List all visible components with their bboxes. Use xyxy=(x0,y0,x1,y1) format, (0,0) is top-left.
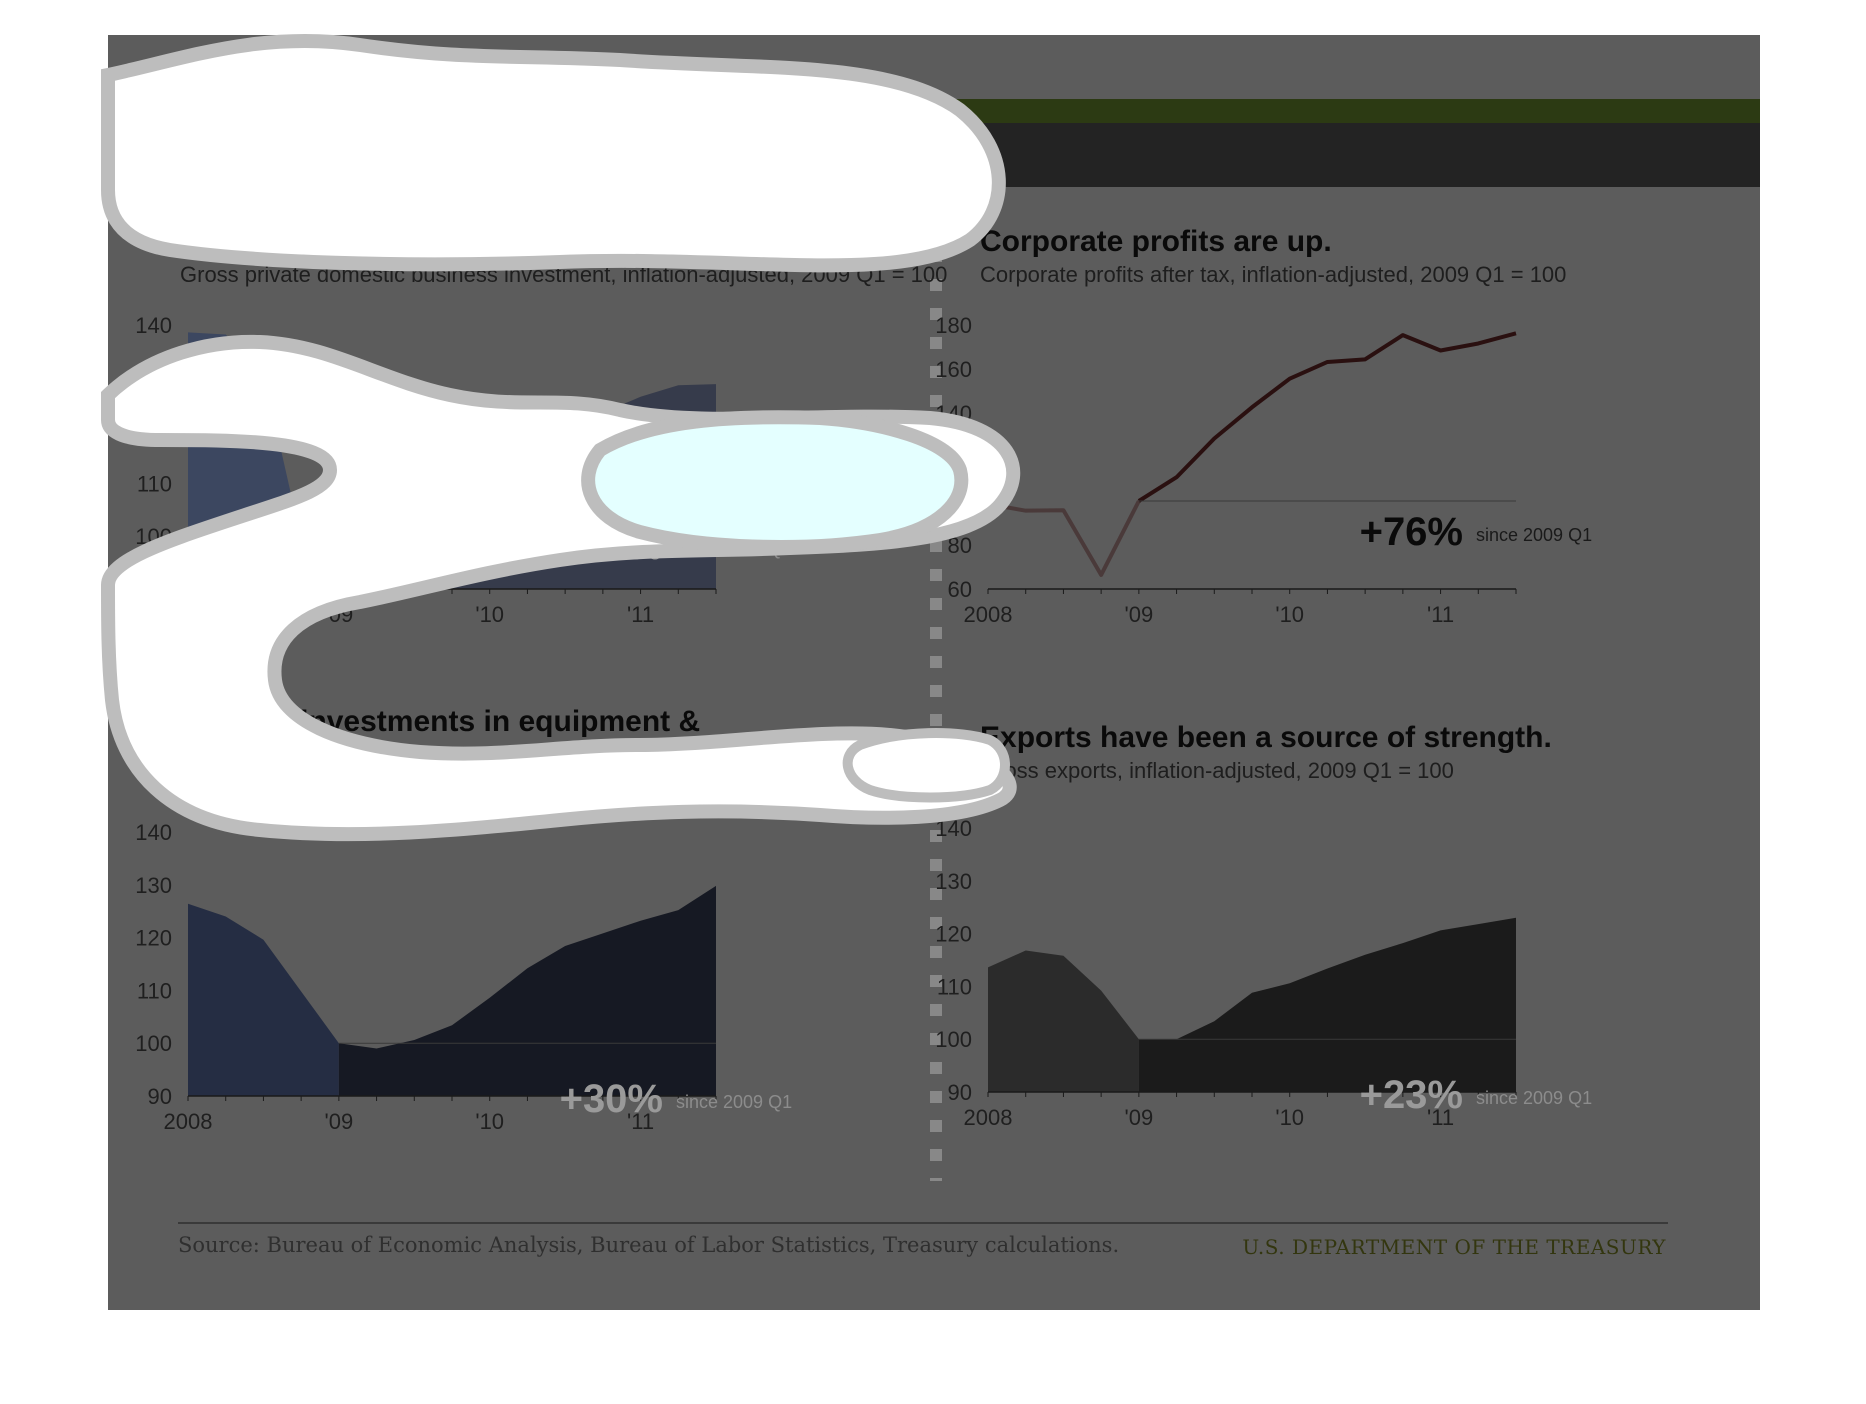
x-tick-label: 2008 xyxy=(964,1105,1013,1130)
line-series-pre-2009 xyxy=(987,500,1141,577)
x-tick-label: 2008 xyxy=(164,1109,213,1134)
x-tick-label: '09 xyxy=(325,602,354,627)
panel-title: Overall business investment is growing..… xyxy=(180,225,771,258)
y-tick-label: 110 xyxy=(137,978,172,1003)
x-tick-label: '10 xyxy=(475,1109,504,1134)
y-tick-label: 120 xyxy=(135,926,172,951)
y-tick-label: 140 xyxy=(135,313,172,338)
area-series-pre-2009 xyxy=(188,903,339,1096)
callout-note: since 2009 Q1 xyxy=(1476,525,1592,545)
slide: The Economy 3 Economic Growth III Overall… xyxy=(108,35,1760,1310)
x-tick-label: '10 xyxy=(475,602,504,627)
area-series-pre-2009 xyxy=(988,950,1139,1092)
y-tick-label: 160 xyxy=(935,357,972,382)
y-tick-label: 130 xyxy=(935,869,972,894)
y-tick-label: 80 xyxy=(948,533,972,558)
panel-business-investment: Overall business investment is growing..… xyxy=(180,223,948,289)
panel-subtitle: Gross private domestic business investme… xyxy=(180,262,948,287)
footer-rule xyxy=(178,1222,1668,1224)
section-band-dark xyxy=(938,99,1760,123)
x-tick-label: '11 xyxy=(627,1109,654,1134)
title-bar-dark xyxy=(938,123,1760,187)
y-tick-label: 90 xyxy=(948,1080,972,1105)
y-tick-label: 180 xyxy=(935,313,972,338)
y-tick-label: 100 xyxy=(935,489,972,514)
y-tick-label: 130 xyxy=(135,366,172,391)
panel-exports: Exports have been a source of strength. … xyxy=(980,719,1720,785)
slide-number: 3 xyxy=(180,126,206,178)
panel-title: ...as are investments in equipment & sof… xyxy=(180,705,701,776)
x-tick-label: 2008 xyxy=(964,602,1013,627)
x-tick-label: '11 xyxy=(1427,602,1454,627)
callout-note: since 2009 Q1 xyxy=(676,539,792,559)
callout-value: +23% xyxy=(1360,1073,1463,1117)
x-tick-label: 2008 xyxy=(164,602,213,627)
y-tick-label: 110 xyxy=(137,471,172,496)
line-series-post-2009 xyxy=(1137,331,1517,503)
x-tick-label: '10 xyxy=(1275,1105,1304,1130)
callout-value: +29% xyxy=(560,524,663,568)
callout-value: +76% xyxy=(1360,510,1463,554)
y-tick-label: 110 xyxy=(937,974,972,999)
callout-note: since 2009 Q1 xyxy=(676,1092,792,1112)
slide-title: 3 Economic Growth III xyxy=(180,125,704,179)
y-tick-label: 140 xyxy=(935,816,972,841)
panel-corporate-profits: Corporate profits are up. Corporate prof… xyxy=(980,223,1720,289)
callout-note: since 2009 Q1 xyxy=(1476,1088,1592,1108)
y-tick-label: 90 xyxy=(148,577,172,602)
area-series-post-2009 xyxy=(338,885,716,1096)
panel-equipment-software: ...as are investments in equipment & sof… xyxy=(180,703,963,807)
y-tick-label: 140 xyxy=(935,401,972,426)
x-tick-label: '09 xyxy=(325,1109,354,1134)
y-tick-label: 100 xyxy=(135,1031,172,1056)
x-tick-label: '10 xyxy=(1275,602,1304,627)
org-name: U.S. DEPARTMENT OF THE TREASURY xyxy=(1242,1235,1666,1259)
y-tick-label: 60 xyxy=(948,577,972,602)
x-tick-label: '11 xyxy=(1427,1105,1454,1130)
y-tick-label: 130 xyxy=(135,873,172,898)
panel-title: Exports have been a source of strength. xyxy=(980,721,1552,754)
panel-subtitle: Corporate profits after tax, inflation-a… xyxy=(980,262,1567,287)
source-note: Source: Bureau of Economic Analysis, Bur… xyxy=(178,1233,1120,1257)
y-tick-label: 120 xyxy=(935,922,972,947)
x-tick-label: '09 xyxy=(1125,602,1154,627)
panel-subtitle: Private investment in equipment and soft… xyxy=(180,780,963,805)
area-series-post-2009 xyxy=(1138,917,1516,1092)
area-series-pre-2009 xyxy=(188,332,339,589)
callout-value: +30% xyxy=(560,1077,663,1121)
y-tick-label: 100 xyxy=(935,1027,972,1052)
y-tick-label: 120 xyxy=(935,445,972,470)
y-tick-label: 100 xyxy=(135,524,172,549)
panel-subtitle: Gross exports, inflation-adjusted, 2009 … xyxy=(980,758,1454,783)
slide-title-text: Economic Growth III xyxy=(217,125,704,179)
x-tick-label: '11 xyxy=(627,602,654,627)
y-tick-label: 90 xyxy=(148,1084,172,1109)
panel-title: Corporate profits are up. xyxy=(980,225,1332,258)
x-tick-label: '09 xyxy=(1125,1105,1154,1130)
section-label: The Economy xyxy=(180,101,292,120)
y-tick-label: 140 xyxy=(135,820,172,845)
y-tick-label: 120 xyxy=(135,419,172,444)
